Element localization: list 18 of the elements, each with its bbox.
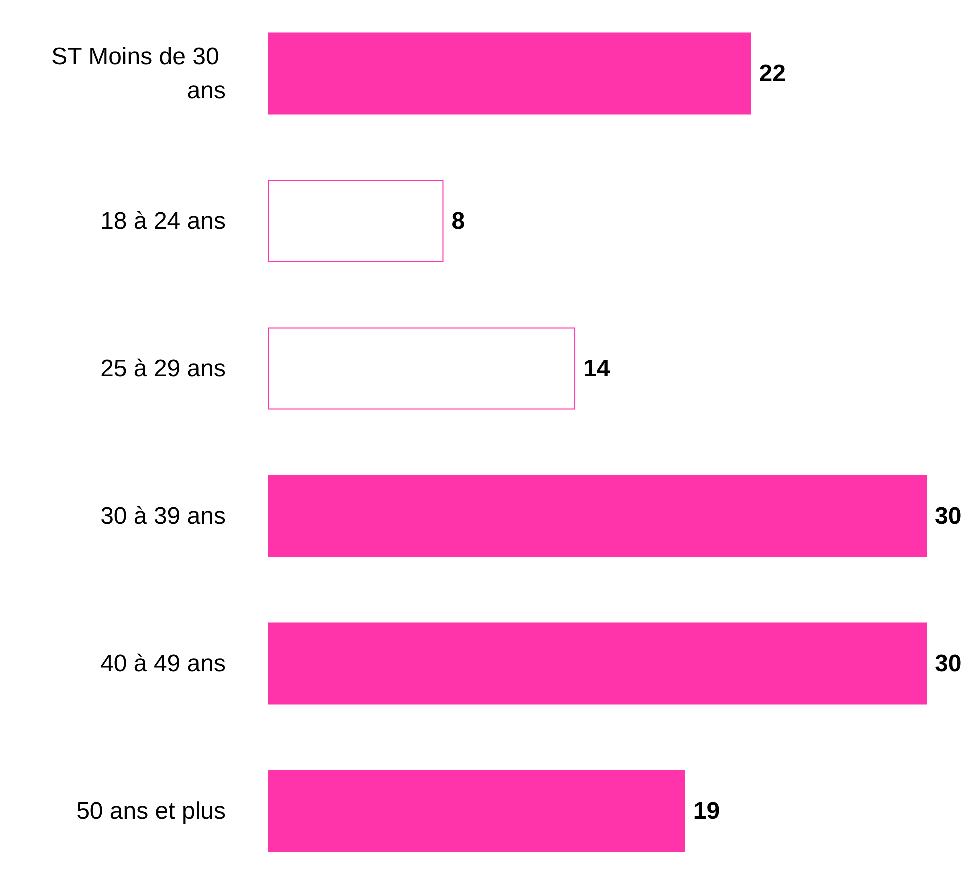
data-label: 8 bbox=[452, 208, 466, 235]
y-tick-label: 40 à 49 ans bbox=[100, 650, 226, 678]
data-label: 19 bbox=[693, 798, 720, 825]
data-label: 30 bbox=[935, 650, 962, 678]
bar bbox=[268, 770, 686, 852]
y-tick-label: 18 à 24 ans bbox=[100, 208, 226, 235]
data-label: 22 bbox=[759, 60, 786, 88]
bar bbox=[268, 328, 576, 410]
y-tick-label: 25 à 29 ans bbox=[100, 355, 226, 382]
data-label: 30 bbox=[935, 502, 962, 530]
data-label: 14 bbox=[584, 355, 611, 382]
y-tick-label: 30 à 39 ans bbox=[100, 502, 226, 530]
bar bbox=[268, 180, 444, 262]
bar bbox=[268, 475, 927, 558]
y-tick-label: 50 ans et plus bbox=[76, 798, 226, 825]
y-tick-label: ST Moins de 30 ans bbox=[52, 43, 226, 104]
bar bbox=[268, 622, 927, 705]
bar bbox=[268, 32, 752, 115]
